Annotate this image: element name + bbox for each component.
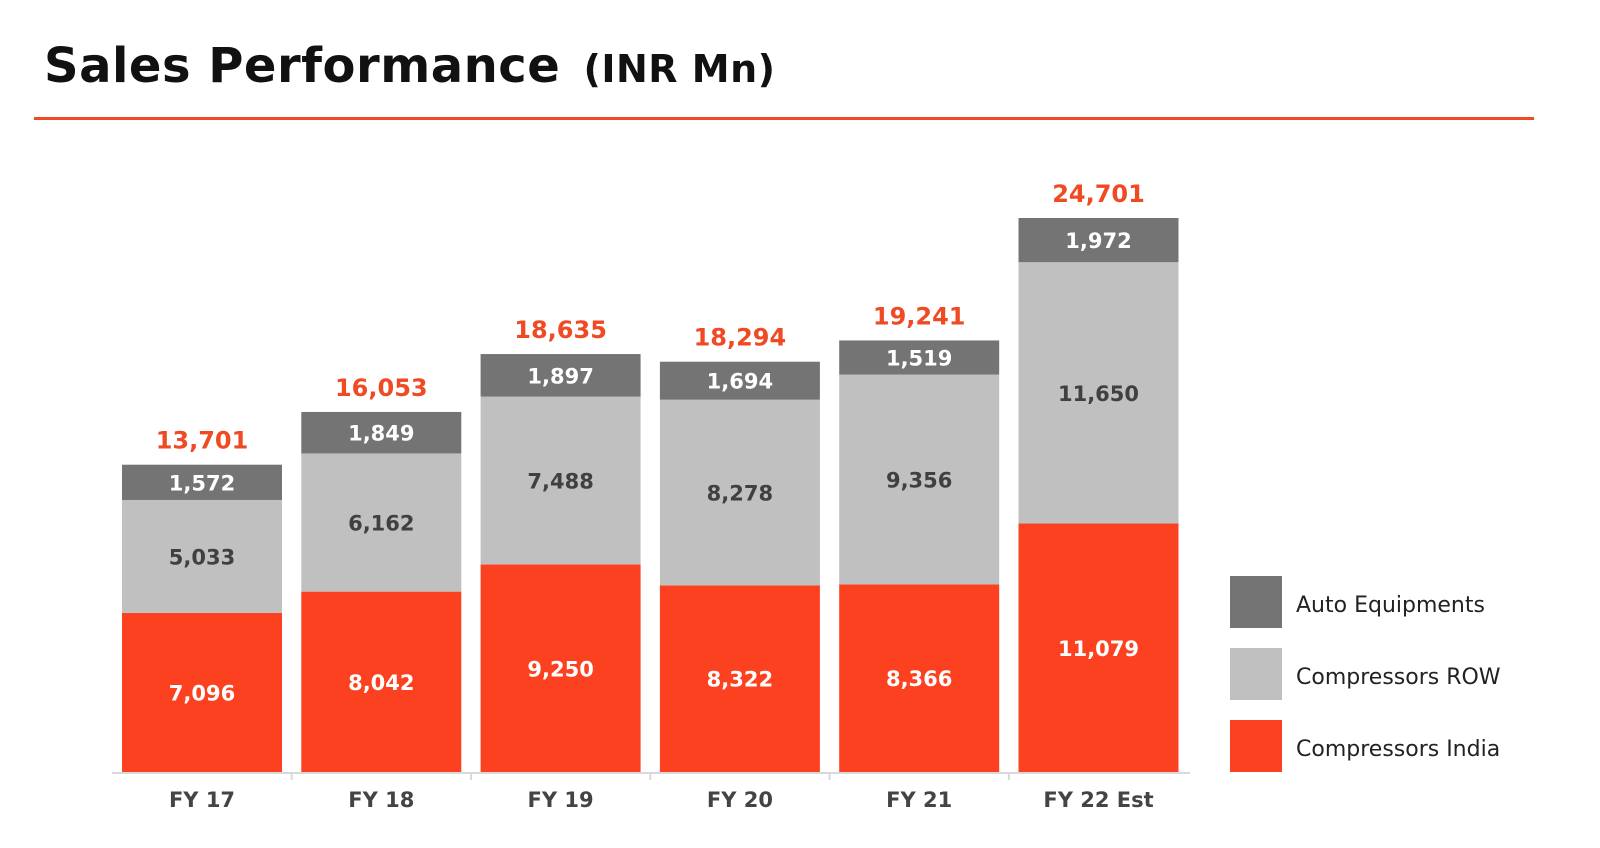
legend-swatch-compressors-row [1230,648,1282,700]
bar-segment-auto [659,361,820,400]
bar-segment-row [839,374,1000,585]
bar-segment-row [480,396,641,565]
bar-total-label: 18,294 [694,324,787,352]
legend-label-compressors-row: Compressors ROW [1296,665,1501,690]
bar-data-label: 1,897 [527,364,593,388]
x-tick-label: FY 21 [886,788,952,812]
legend-swatch-auto-equipments [1230,576,1282,628]
bar-segment-row [122,499,282,613]
legend-label-auto-equipments: Auto Equipments [1296,593,1485,618]
bar-data-label: 1,849 [348,422,414,446]
bar-data-label: 8,366 [886,667,952,691]
bar-total-label: 24,701 [1052,180,1145,208]
legend-swatch-compressors-india [1230,720,1282,772]
title-main: Sales Performance [44,38,561,94]
bar-data-label: 1,572 [169,471,235,495]
x-tick-label: FY 17 [169,788,235,812]
page-title: Sales Performance (INR Mn) [44,38,776,94]
bar-segment-india [122,612,282,772]
bar-segment-auto [301,411,462,454]
bar-data-label: 1,972 [1065,229,1131,253]
bar-segment-row [1018,262,1179,524]
x-tick-label: FY 18 [348,788,414,812]
bar-data-label: 8,322 [707,668,773,692]
bar-total-label: 18,635 [514,316,607,344]
bar-segment-india [480,564,641,772]
x-tick-label: FY 22 Est [1043,788,1153,812]
bar-data-label: 7,096 [169,681,235,705]
legend-label-compressors-india: Compressors India [1296,737,1501,762]
bar-data-label: 1,694 [707,370,773,394]
bar-data-label: 6,162 [348,512,414,536]
bar-total-label: 16,053 [335,374,428,402]
title-unit: (INR Mn) [583,47,776,91]
bar-segment-auto [1018,218,1179,263]
title-divider [34,117,1534,120]
bar-data-label: 11,079 [1058,637,1139,661]
bar-data-label: 5,033 [169,545,235,569]
x-tick-label: FY 20 [707,788,773,812]
x-tick-label: FY 19 [528,788,594,812]
bar-segment-row [301,453,462,592]
bar-total-label: 13,701 [156,427,249,455]
bar-data-label: 8,042 [348,671,414,695]
bar-segment-row [659,399,820,586]
bar-segment-auto [839,340,1000,375]
bar-segment-auto [480,354,641,397]
bar-data-label: 11,650 [1058,382,1139,406]
bar-total-label: 19,241 [873,302,966,330]
bar-segment-india [1018,523,1179,772]
bar-data-label: 8,278 [707,482,773,506]
bar-data-label: 9,250 [527,657,593,681]
bar-data-label: 9,356 [886,468,952,492]
bar-segment-india [301,591,462,772]
bar-segment-india [659,585,820,772]
bar-data-label: 1,519 [886,346,952,370]
bar-data-label: 7,488 [527,470,593,494]
bar-segment-auto [122,464,282,500]
bar-segment-india [839,584,1000,772]
